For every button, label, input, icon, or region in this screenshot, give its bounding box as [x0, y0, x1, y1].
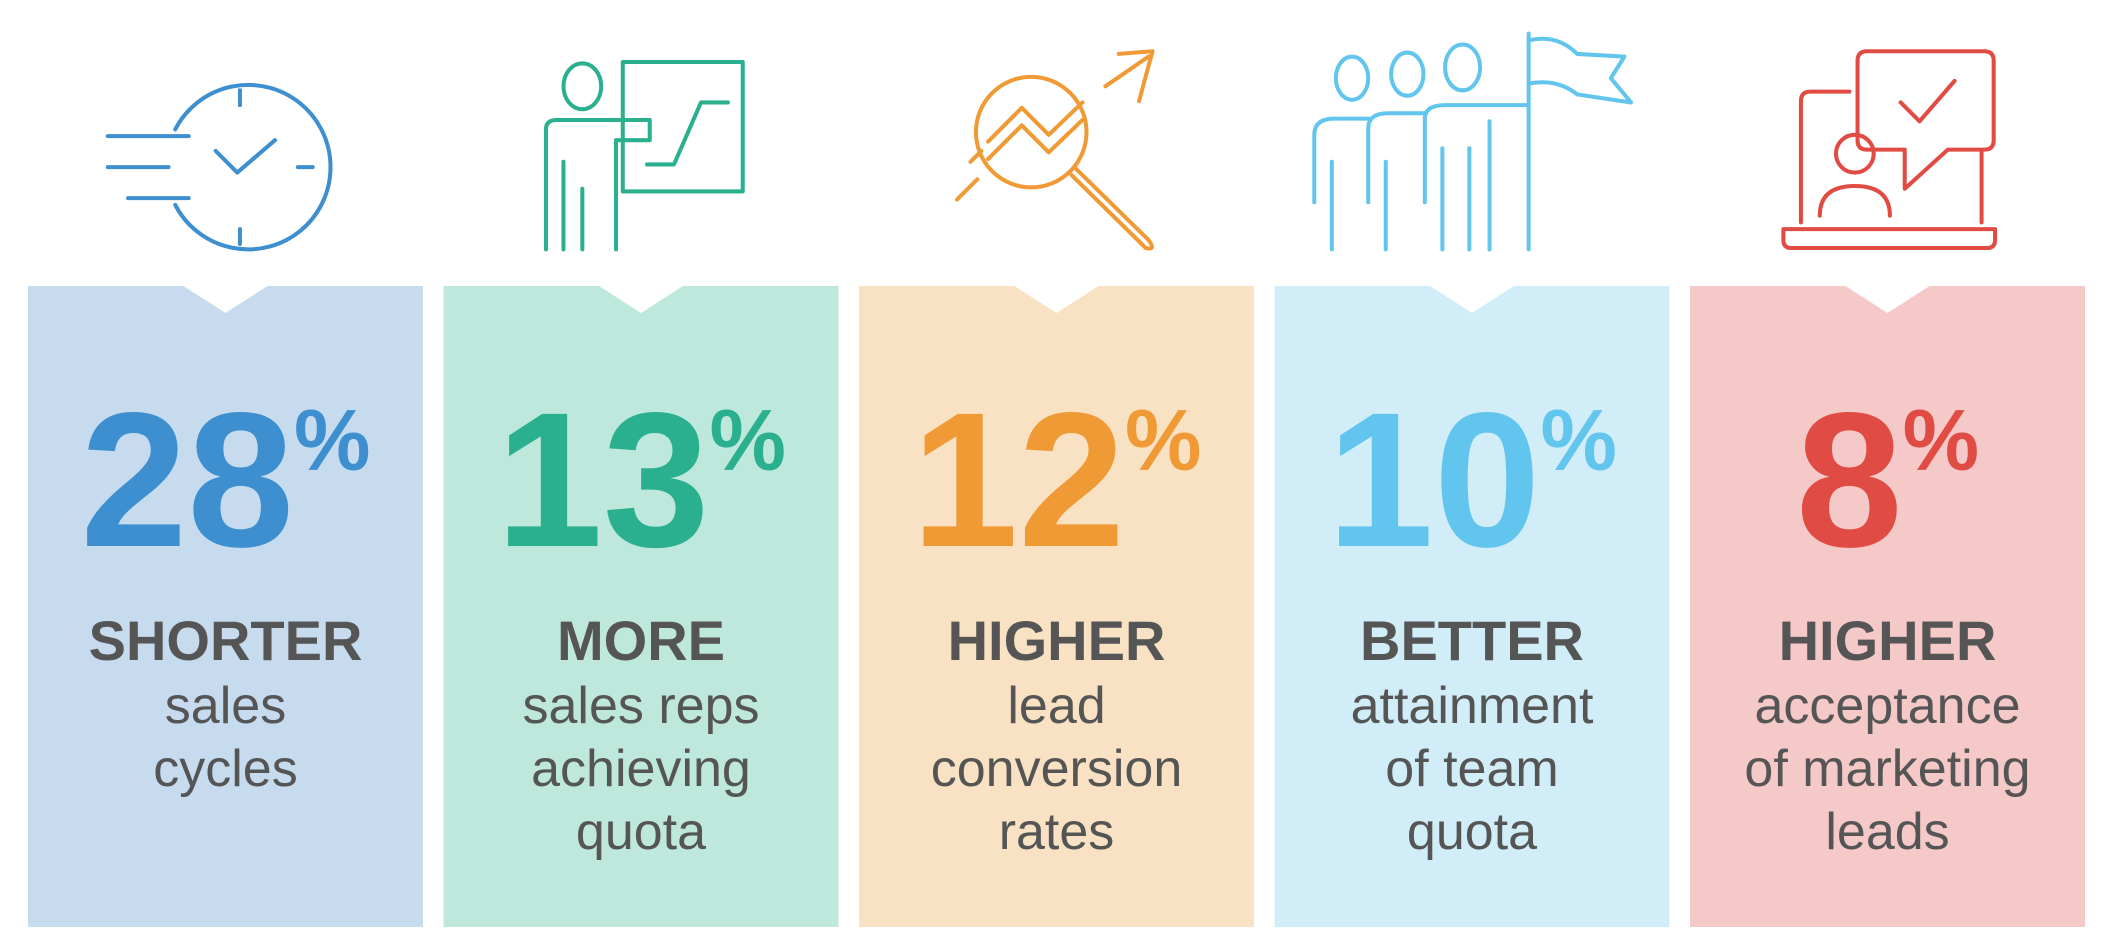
stat-description: quota — [1407, 803, 1537, 861]
card-notch — [1845, 286, 1930, 313]
search-icon — [955, 49, 1155, 251]
stat-description: quota — [576, 803, 706, 861]
stat-description: rates — [999, 803, 1115, 861]
card-notch — [599, 286, 683, 313]
card-notch — [1430, 286, 1514, 313]
team-icon — [1312, 31, 1634, 252]
stat-description: lead — [1007, 677, 1105, 735]
stat-value: 8 — [1796, 372, 1903, 587]
presenter-icon — [543, 59, 745, 252]
stat-value: 28 — [80, 372, 294, 587]
stat-number: 13% — [496, 372, 786, 587]
stat-number: 12% — [911, 372, 1201, 587]
stat-heading: HIGHER — [948, 609, 1166, 672]
stat-description: of marketing — [1744, 740, 2030, 798]
stat-unit: % — [710, 393, 786, 489]
stat-description: attainment — [1351, 677, 1594, 735]
stat-description: of team — [1385, 740, 1558, 798]
stat-description: acceptance — [1755, 677, 2021, 735]
stat-number: 10% — [1327, 372, 1617, 587]
card-background — [443, 286, 839, 927]
stat-number: 28% — [80, 372, 370, 587]
stat-number: 8% — [1796, 372, 1979, 587]
stat-heading: HIGHER — [1779, 609, 1997, 672]
card-background — [1274, 286, 1670, 927]
stat-description: conversion — [931, 740, 1182, 798]
stat-description: sales — [165, 677, 286, 735]
stat-value: 13 — [496, 372, 710, 587]
stat-heading: SHORTER — [89, 609, 363, 672]
stat-unit: % — [1903, 393, 1979, 489]
stat-unit: % — [1541, 393, 1617, 489]
stat-value: 12 — [911, 372, 1125, 587]
stat-description: sales reps — [523, 677, 760, 735]
card-background — [1690, 286, 2085, 927]
stat-description: leads — [1825, 803, 1949, 861]
stat-description: achieving — [531, 740, 751, 798]
icons — [105, 31, 1998, 252]
card-notch — [183, 286, 268, 313]
card-background — [28, 286, 423, 927]
clock-icon — [105, 82, 333, 252]
card-notch — [1014, 286, 1099, 313]
card-background — [859, 286, 1254, 927]
laptop-icon — [1781, 49, 1998, 251]
stat-unit: % — [1125, 393, 1201, 489]
stat-heading: MORE — [557, 609, 725, 672]
stat-value: 10 — [1327, 372, 1541, 587]
stat-heading: BETTER — [1360, 609, 1584, 672]
stat-description: cycles — [153, 740, 297, 798]
stat-unit: % — [294, 393, 370, 489]
